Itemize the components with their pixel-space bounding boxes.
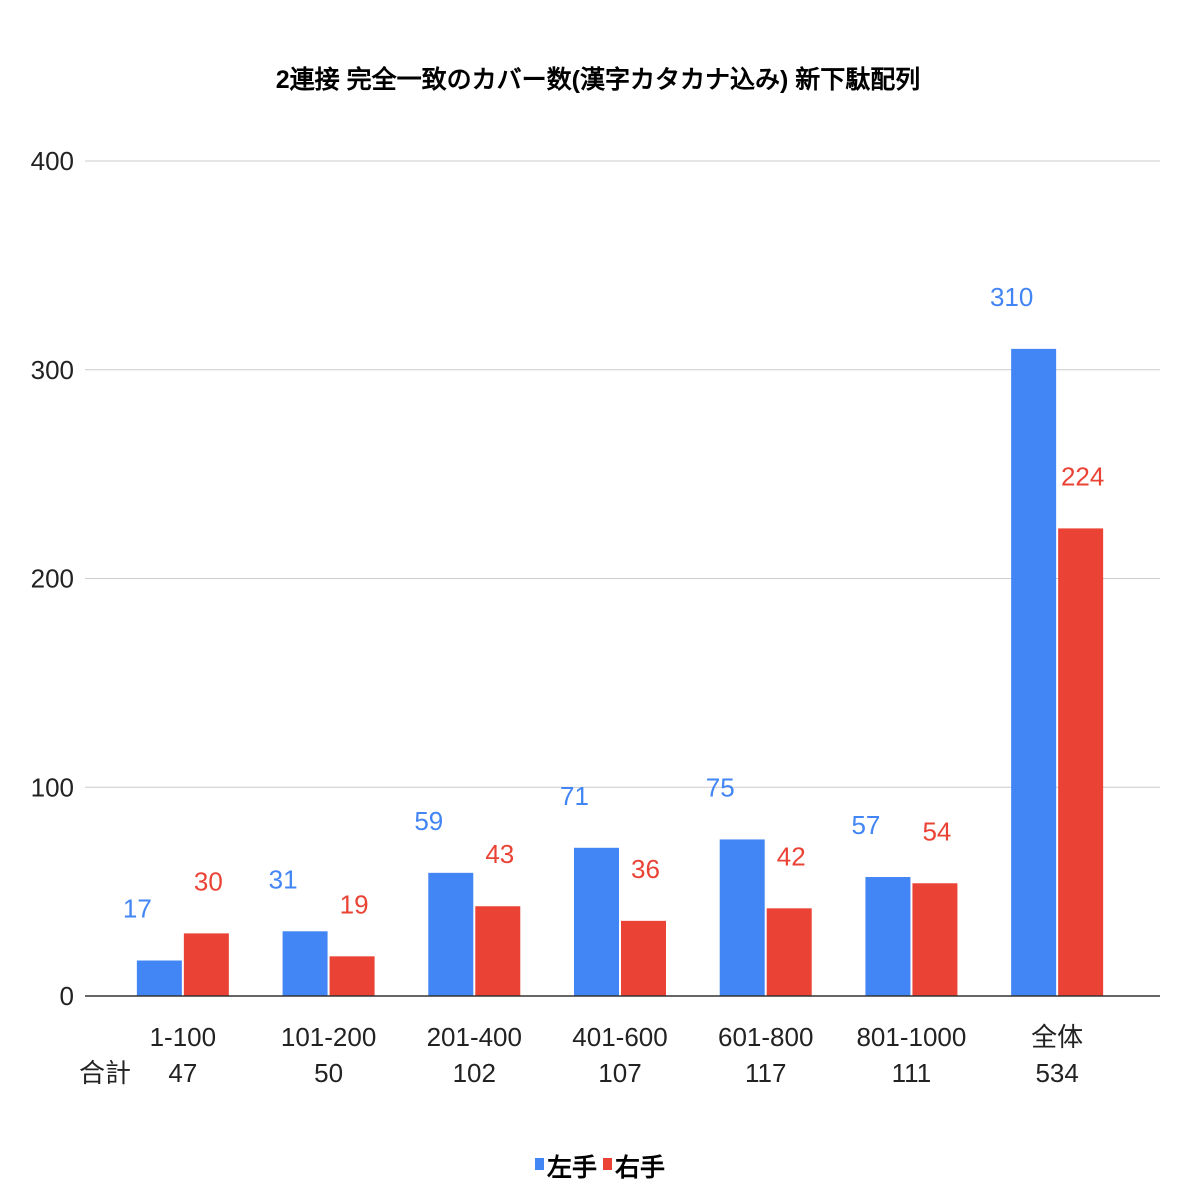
bar-left-hand [719,839,765,996]
chart-title: 2連接 完全一致のカバー数(漢字カタカナ込み) 新下駄配列 [276,65,920,94]
bar-left-hand [136,960,182,996]
x-tick-total: 534 [1035,1058,1078,1088]
data-label-left-hand: 75 [706,772,735,802]
data-label-left-hand: 17 [123,894,152,924]
y-axis-ticks: 0 100 200 300 400 [31,146,74,1011]
x-tick-label: 401-600 [572,1022,667,1052]
x-tick-label: 101-200 [281,1022,376,1052]
x-tick-label: 1-100 [150,1022,217,1052]
bar-right-hand [766,908,812,996]
bars [136,348,1104,996]
bar-right-hand [475,906,521,996]
y-tick-label: 300 [31,355,74,385]
data-labels: 17 30 31 19 59 43 71 36 75 42 57 54 310 224 [123,282,1104,924]
x-tick-label: 801-1000 [856,1022,966,1052]
y-tick-label: 400 [31,146,74,176]
x-tick-total: 47 [168,1058,197,1088]
x-tick-total: 117 [745,1058,786,1088]
bar-right-hand [183,933,229,996]
gridlines [85,160,1160,788]
x-tick-total: 102 [453,1058,496,1088]
data-label-right-hand: 224 [1061,461,1104,491]
legend: 左手 右手 [535,1153,665,1182]
data-label-left-hand: 59 [414,806,443,836]
data-label-right-hand: 36 [631,854,660,884]
x-tick-label: 201-400 [427,1022,522,1052]
bar-left-hand [1011,348,1057,996]
x-tick-total: 107 [598,1058,641,1088]
x-tick-label: 全体 [1031,1022,1083,1052]
y-tick-label: 100 [31,772,74,802]
data-label-right-hand: 42 [777,841,806,871]
x-tick-label: 601-800 [718,1022,813,1052]
bar-left-hand [282,931,328,996]
x-axis-ticks: 1-100 47 101-200 50 201-400 102 401-600 107 601-… [150,1022,1084,1088]
data-label-left-hand: 57 [851,810,880,840]
bar-right-hand [912,883,958,996]
legend-swatch [535,1158,544,1170]
totals-row-label: 合計 [79,1058,131,1088]
y-tick-label: 0 [60,981,74,1011]
bar-left-hand [428,872,474,996]
legend-swatch [603,1158,612,1170]
data-label-right-hand: 54 [922,816,951,846]
data-label-right-hand: 19 [340,889,369,919]
data-label-right-hand: 30 [194,866,223,896]
data-label-left-hand: 310 [990,282,1033,312]
x-tick-total: 111 [892,1058,932,1088]
bar-right-hand [621,920,666,996]
data-label-left-hand: 31 [269,864,298,894]
legend-label: 右手 [615,1153,665,1182]
x-tick-total: 50 [314,1058,343,1088]
data-label-right-hand: 43 [485,839,514,869]
bar-left-hand [574,847,619,996]
data-label-left-hand: 71 [560,781,589,811]
bar-right-hand [329,956,375,996]
bar-right-hand [1058,528,1104,996]
bar-left-hand [865,877,911,996]
y-tick-label: 200 [31,564,74,594]
legend-label: 左手 [547,1154,597,1182]
